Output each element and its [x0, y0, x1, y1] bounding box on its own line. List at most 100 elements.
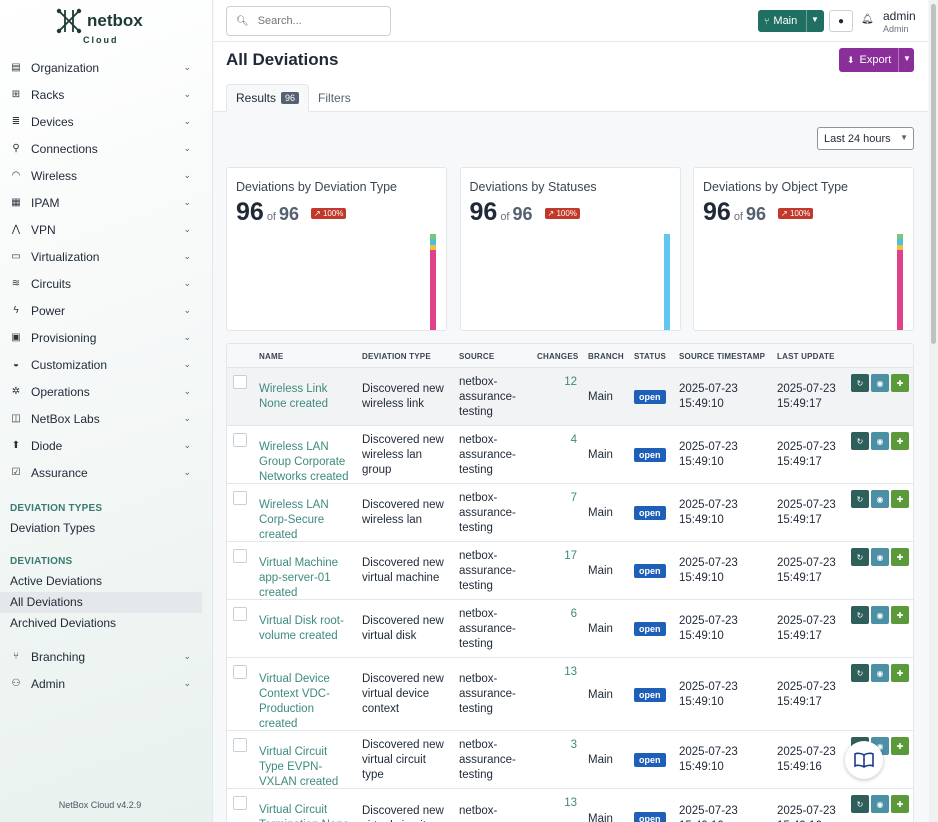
- nav-link-all-deviations[interactable]: All Deviations: [0, 592, 202, 613]
- chevron-down-icon[interactable]: ▼: [811, 15, 819, 24]
- sidebar-item-netbox-labs[interactable]: ◫ NetBox Labs ⌄: [0, 405, 213, 432]
- row-checkbox[interactable]: [233, 738, 247, 752]
- search-input[interactable]: [257, 15, 368, 27]
- tab-results[interactable]: Results 96: [226, 84, 310, 112]
- apply-icon[interactable]: ✚: [891, 432, 909, 450]
- eye-slash-icon[interactable]: ◉: [871, 374, 889, 392]
- help-button[interactable]: [845, 741, 883, 779]
- table-row[interactable]: Virtual Device Context VDC- Production crea…: [227, 658, 913, 732]
- deviation-name-link[interactable]: Virtual Circuit Type EVPN- VXLAN created: [259, 745, 354, 790]
- apply-icon[interactable]: ✚: [891, 795, 909, 813]
- sidebar-item-ipam[interactable]: ▦ IPAM ⌄: [0, 189, 213, 216]
- search-box[interactable]: 🔍︎: [226, 6, 391, 36]
- table-row[interactable]: Wireless LAN Corp-Secure created Discovered…: [227, 484, 913, 543]
- time-range-select[interactable]: Last 24 hours ▼: [817, 127, 914, 150]
- table-row[interactable]: Virtual Circuit Type EVPN- VXLAN created Di…: [227, 731, 913, 790]
- sidebar-item-assurance[interactable]: ☑ Assurance ⌄: [0, 459, 213, 486]
- apply-icon[interactable]: ✚: [891, 664, 909, 682]
- nav-link-archived-deviations[interactable]: Archived Deviations: [10, 616, 117, 630]
- sidebar-item-branching[interactable]: ⑂ Branching ⌄: [0, 643, 213, 670]
- nav-link-active-deviations[interactable]: Active Deviations: [10, 574, 103, 588]
- eye-slash-icon[interactable]: ◉: [871, 664, 889, 682]
- sync-icon[interactable]: ↻: [851, 606, 869, 624]
- changes-count-link[interactable]: 12: [564, 376, 577, 388]
- table-row[interactable]: Virtual Circuit Termination None Discovere…: [227, 789, 913, 822]
- column-header[interactable]: STATUS: [634, 352, 667, 361]
- sidebar-item-organization[interactable]: ▤ Organization ⌄: [0, 54, 213, 81]
- table-row[interactable]: Wireless Link None created Discovered new w…: [227, 368, 913, 426]
- changes-count-link[interactable]: 6: [570, 608, 577, 620]
- row-checkbox[interactable]: [233, 375, 247, 389]
- sync-icon[interactable]: ↻: [851, 490, 869, 508]
- changes-count-link[interactable]: 7: [570, 492, 577, 504]
- apply-icon[interactable]: ✚: [891, 606, 909, 624]
- apply-icon[interactable]: ✚: [891, 548, 909, 566]
- row-checkbox[interactable]: [233, 433, 247, 447]
- changes-count-link[interactable]: 4: [570, 434, 577, 446]
- page-scrollbar[interactable]: [929, 0, 938, 822]
- sync-icon[interactable]: ↻: [851, 664, 869, 682]
- changes-count-link[interactable]: 3: [570, 739, 577, 751]
- table-row[interactable]: Virtual Disk root-volume created Discover…: [227, 600, 913, 658]
- changes-count-link[interactable]: 17: [564, 550, 577, 562]
- eye-slash-icon[interactable]: ◉: [871, 548, 889, 566]
- branch-selector[interactable]: ⑂ Main ▼: [758, 10, 824, 32]
- sidebar-item-diode[interactable]: ⬆ Diode ⌄: [0, 432, 213, 459]
- apply-icon[interactable]: ✚: [891, 737, 909, 755]
- column-header[interactable]: DEVIATION TYPE: [362, 352, 431, 361]
- table-row[interactable]: Virtual Machine app-server-01 created Disco…: [227, 542, 913, 601]
- sidebar-item-connections[interactable]: ⚲ Connections ⌄: [0, 135, 213, 162]
- sidebar-item-virtualization[interactable]: ▭ Virtualization ⌄: [0, 243, 213, 270]
- deviation-name-link[interactable]: Virtual Machine app-server-01 created: [259, 556, 354, 601]
- changes-count-link[interactable]: 13: [564, 666, 577, 678]
- nav-link-deviation-types[interactable]: Deviation Types: [10, 521, 96, 535]
- column-header[interactable]: SOURCE: [459, 352, 495, 361]
- theme-toggle-button[interactable]: ●: [829, 10, 853, 32]
- sidebar-item-devices[interactable]: ≣ Devices ⌄: [0, 108, 213, 135]
- row-checkbox[interactable]: [233, 549, 247, 563]
- bell-icon[interactable]: 🔔︎: [861, 14, 874, 25]
- deviation-name-link[interactable]: Virtual Device Context VDC- Production crea…: [259, 672, 354, 732]
- column-header[interactable]: NAME: [259, 352, 284, 361]
- row-checkbox[interactable]: [233, 665, 247, 679]
- sync-icon[interactable]: ↻: [851, 795, 869, 813]
- sidebar-item-operations[interactable]: ✲ Operations ⌄: [0, 378, 213, 405]
- row-checkbox[interactable]: [233, 796, 247, 810]
- column-header[interactable]: CHANGES: [537, 352, 579, 361]
- sync-icon[interactable]: ↻: [851, 374, 869, 392]
- deviation-name-link[interactable]: Virtual Disk root-volume created: [259, 614, 354, 644]
- sidebar-item-wireless[interactable]: ◠ Wireless ⌄: [0, 162, 213, 189]
- deviation-name-link[interactable]: Virtual Circuit Termination None: [259, 803, 354, 822]
- deviation-name-link[interactable]: Wireless Link None created: [259, 382, 354, 412]
- deviation-name-link[interactable]: Wireless LAN Group Corporate Networks crea…: [259, 440, 354, 485]
- eye-slash-icon[interactable]: ◉: [871, 606, 889, 624]
- sync-icon[interactable]: ↻: [851, 432, 869, 450]
- chevron-down-icon[interactable]: ▼: [903, 54, 911, 63]
- sidebar-item-provisioning[interactable]: ▣ Provisioning ⌄: [0, 324, 213, 351]
- sidebar-item-power[interactable]: ϟ Power ⌄: [0, 297, 213, 324]
- user-menu[interactable]: admin Admin: [883, 9, 916, 34]
- sidebar-item-customization[interactable]: ◒ Customization ⌄: [0, 351, 213, 378]
- column-header[interactable]: LAST UPDATE: [777, 352, 835, 361]
- sync-icon[interactable]: ↻: [851, 548, 869, 566]
- sidebar-item-admin[interactable]: ⚇ Admin ⌄: [0, 670, 213, 697]
- netbox-logo[interactable]: netbox Cloud: [56, 8, 156, 48]
- apply-icon[interactable]: ✚: [891, 490, 909, 508]
- sidebar-item-racks[interactable]: ⊞ Racks ⌄: [0, 81, 213, 108]
- table-row[interactable]: Wireless LAN Group Corporate Networks crea…: [227, 426, 913, 485]
- apply-icon[interactable]: ✚: [891, 374, 909, 392]
- eye-slash-icon[interactable]: ◉: [871, 490, 889, 508]
- scrollbar-thumb[interactable]: [931, 4, 936, 344]
- row-checkbox[interactable]: [233, 607, 247, 621]
- tab-filters[interactable]: Filters: [309, 84, 360, 112]
- column-header[interactable]: SOURCE TIMESTAMP: [679, 352, 766, 361]
- eye-slash-icon[interactable]: ◉: [871, 432, 889, 450]
- deviation-name-link[interactable]: Wireless LAN Corp-Secure created: [259, 498, 354, 543]
- row-checkbox[interactable]: [233, 491, 247, 505]
- column-header[interactable]: BRANCH: [588, 352, 624, 361]
- changes-count-link[interactable]: 13: [564, 797, 577, 809]
- sidebar-item-circuits[interactable]: ≋ Circuits ⌄: [0, 270, 213, 297]
- sidebar-item-vpn[interactable]: ⋀ VPN ⌄: [0, 216, 213, 243]
- eye-slash-icon[interactable]: ◉: [871, 795, 889, 813]
- export-button[interactable]: ⬇ Export ▼: [839, 48, 914, 72]
